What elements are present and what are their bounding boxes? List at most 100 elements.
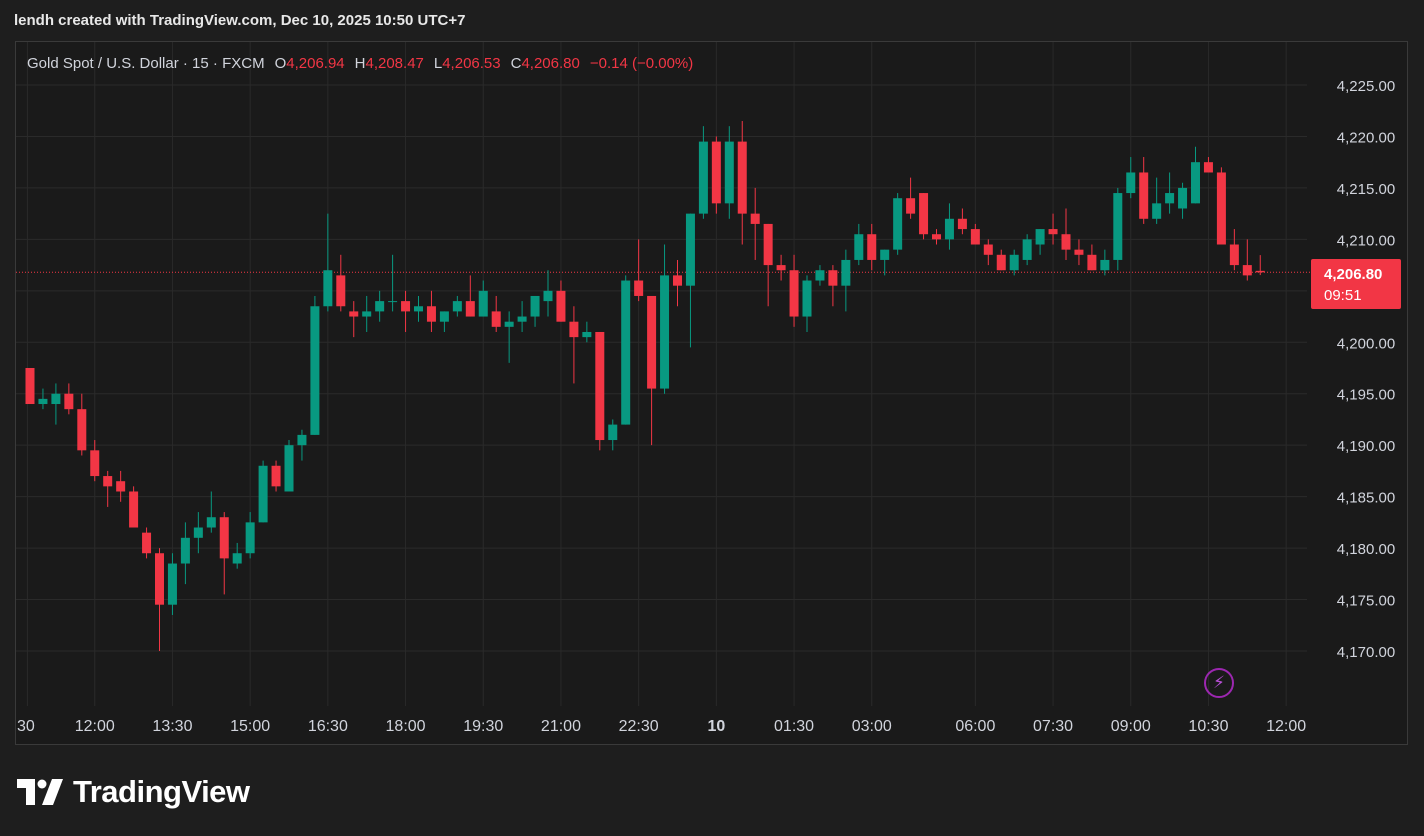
candle bbox=[957, 208, 967, 235]
candle-body bbox=[349, 311, 359, 317]
candle bbox=[90, 440, 100, 482]
candle bbox=[634, 239, 644, 302]
candle bbox=[608, 419, 618, 451]
candle bbox=[1126, 157, 1136, 199]
candle-body bbox=[116, 481, 126, 492]
x-tick-label: 15:00 bbox=[230, 718, 270, 735]
candle bbox=[219, 512, 229, 595]
candle bbox=[1191, 146, 1200, 204]
candle-body bbox=[906, 198, 916, 214]
candle-body bbox=[932, 234, 941, 240]
candle-body bbox=[426, 306, 436, 322]
candle bbox=[1113, 187, 1123, 271]
candle bbox=[802, 275, 812, 332]
candle-body bbox=[142, 532, 152, 554]
x-tick-label: 12:00 bbox=[75, 718, 115, 735]
candle bbox=[401, 290, 411, 332]
open-value: 4,206.94 bbox=[286, 55, 345, 72]
candle bbox=[51, 383, 61, 425]
candle bbox=[1216, 167, 1226, 245]
candle bbox=[867, 223, 877, 271]
open-label: O bbox=[274, 55, 287, 72]
candle-body bbox=[155, 553, 164, 605]
candle-body bbox=[219, 517, 229, 559]
x-tick-label: 10 bbox=[707, 718, 725, 735]
candle-body bbox=[1139, 172, 1149, 219]
x-tick-label: 06:00 bbox=[955, 718, 995, 735]
x-tick-label: 03:00 bbox=[852, 718, 892, 735]
candle bbox=[1255, 255, 1265, 276]
candle-body bbox=[724, 141, 734, 204]
candle bbox=[103, 470, 113, 507]
candle-body bbox=[465, 301, 475, 317]
candle-body bbox=[789, 270, 799, 317]
candle-body bbox=[957, 218, 967, 230]
candle bbox=[1229, 229, 1239, 271]
candle-body bbox=[180, 537, 190, 564]
candle-body bbox=[504, 321, 514, 327]
candle bbox=[750, 187, 760, 260]
candle-body bbox=[970, 229, 980, 245]
candle bbox=[724, 126, 734, 219]
y-tick-label: 4,185.00 bbox=[1337, 490, 1395, 507]
candle-body bbox=[893, 198, 903, 250]
candle bbox=[25, 368, 35, 405]
candle-body bbox=[271, 465, 281, 487]
candle-body bbox=[323, 270, 333, 307]
candle-body bbox=[802, 280, 812, 317]
current-price-value: 4,206.80 bbox=[1324, 266, 1383, 283]
x-tick-label: 18:00 bbox=[386, 718, 426, 735]
candle bbox=[698, 126, 708, 219]
y-tick-label: 4,225.00 bbox=[1337, 78, 1395, 95]
candle bbox=[647, 295, 657, 446]
candle-body bbox=[193, 527, 203, 538]
candle-body bbox=[698, 141, 708, 214]
lightning-icon[interactable]: ⚡ bbox=[1204, 668, 1234, 698]
x-tick-label: 10:30 bbox=[1188, 718, 1228, 735]
candle bbox=[556, 280, 566, 322]
candle bbox=[336, 254, 346, 312]
candle-body bbox=[478, 290, 488, 317]
candle-body bbox=[1255, 270, 1265, 273]
candle bbox=[414, 295, 423, 322]
candle bbox=[167, 553, 177, 615]
x-tick-label: 07:30 bbox=[1033, 718, 1073, 735]
candle-body bbox=[750, 213, 760, 224]
candle-body bbox=[621, 280, 631, 425]
candle bbox=[789, 254, 799, 327]
change-value: −0.14 (−0.00%) bbox=[589, 55, 694, 72]
candle bbox=[142, 527, 152, 559]
candle-body bbox=[880, 249, 890, 260]
candle-body bbox=[841, 259, 851, 286]
candle bbox=[1035, 229, 1045, 255]
x-tick-label: 16:30 bbox=[308, 718, 348, 735]
candle-body bbox=[1229, 244, 1239, 266]
candle-body bbox=[25, 368, 35, 405]
candle-body bbox=[129, 491, 139, 528]
candle bbox=[582, 321, 592, 343]
candle bbox=[439, 311, 449, 332]
candle bbox=[284, 440, 294, 492]
y-tick-label: 4,170.00 bbox=[1337, 644, 1395, 661]
candle-body bbox=[1087, 254, 1097, 271]
candle bbox=[1152, 177, 1162, 224]
chart-frame[interactable] bbox=[15, 41, 1408, 745]
y-tick-label: 4,190.00 bbox=[1337, 438, 1395, 455]
candle bbox=[1048, 213, 1058, 245]
candle bbox=[310, 295, 320, 435]
candle-body bbox=[996, 254, 1006, 271]
tradingview-logo-icon bbox=[17, 779, 63, 805]
candle bbox=[1139, 157, 1149, 224]
y-tick-label: 4,220.00 bbox=[1337, 129, 1395, 146]
x-tick-label: 01:30 bbox=[774, 718, 814, 735]
candle bbox=[1178, 182, 1188, 219]
candle-body bbox=[582, 331, 592, 338]
candle-body bbox=[90, 450, 100, 477]
candle-body bbox=[815, 270, 825, 281]
x-tick-label: 30 bbox=[17, 718, 35, 735]
candle bbox=[996, 249, 1006, 271]
candle-body bbox=[258, 465, 268, 523]
candle-body bbox=[634, 280, 644, 296]
candle bbox=[271, 460, 281, 492]
